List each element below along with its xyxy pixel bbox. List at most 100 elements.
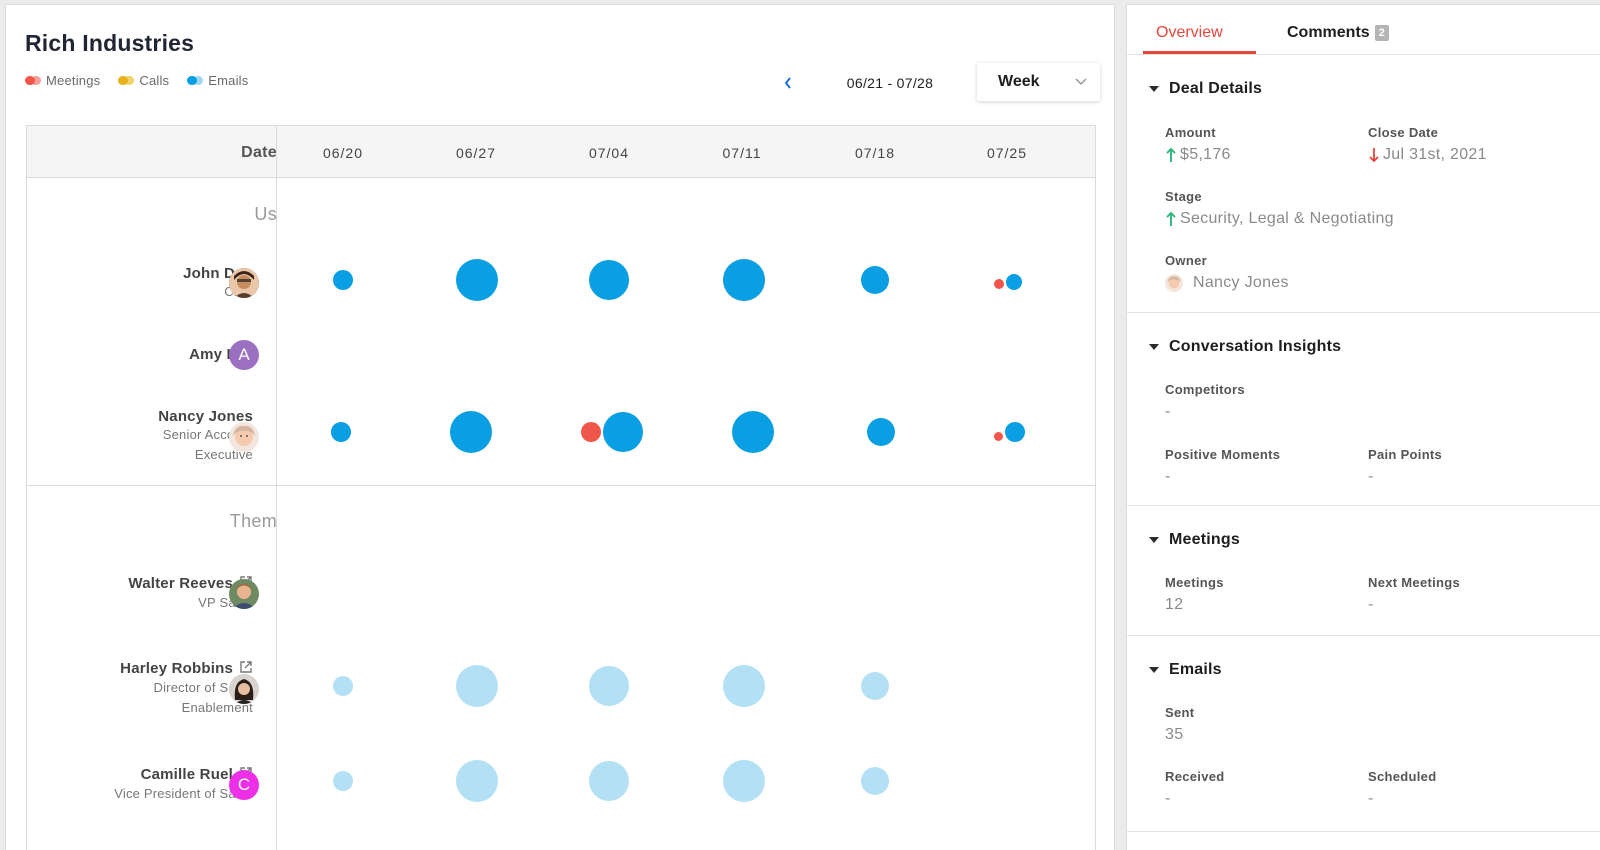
email-activity-dot[interactable] [456,259,498,301]
amount-field: Amount $5,176 [1165,125,1231,164]
arrow-up-icon [1166,211,1176,226]
legend-emails-label: Emails [208,73,249,88]
email-activity-dot[interactable] [603,412,643,452]
tab-comments[interactable]: Comments 2 [1287,24,1389,42]
field-value: 35 [1165,726,1184,743]
field-label: Meetings [1165,575,1224,590]
emails-swatch-icon [187,76,204,85]
email-activity-dot[interactable] [456,760,498,802]
avatar [229,579,259,609]
caret-down-icon [1149,667,1159,673]
field-value: - [1165,790,1171,807]
arrow-up-icon [1166,147,1176,162]
caret-down-icon [1149,344,1159,350]
meeting-activity-dot[interactable] [994,432,1003,441]
field-label: Close Date [1368,125,1439,140]
deal-details-section: Deal Details Amount $5,176 Close Date Ju… [1127,55,1600,313]
person-name: Nancy Jones [158,408,253,425]
meetings-toggle[interactable]: Meetings [1149,531,1240,549]
caret-down-icon [1149,86,1159,92]
week-label: 07/04 [588,145,630,161]
field-label: Pain Points [1368,447,1443,462]
field-label: Next Meetings [1368,575,1461,590]
email-activity-dot[interactable] [589,666,629,706]
chevron-down-icon [1075,78,1087,86]
person-title: Director of Sales [153,680,253,695]
comments-count-badge: 2 [1374,25,1389,41]
field-value: - [1165,468,1171,485]
field-label: Scheduled [1368,769,1437,784]
field-value: Nancy Jones [1165,274,1289,292]
email-activity-dot[interactable] [867,418,895,446]
email-activity-dot[interactable] [1006,274,1022,290]
person-photo-icon [229,422,259,452]
date-range-nav: 06/21 - 07/28 [776,71,1004,95]
tab-comments-label: Comments [1287,24,1370,41]
external-link-icon[interactable] [239,660,253,678]
email-activity-dot[interactable] [333,771,353,791]
timeline-header: Date 06/20 06/27 07/04 07/11 07/18 07/25 [27,126,1095,178]
chevron-left-icon [784,77,791,89]
section-title: Meetings [1169,531,1240,548]
period-select[interactable]: Week [977,63,1100,101]
field-label: Sent [1165,705,1195,720]
date-column-header: Date [241,144,277,161]
field-label: Amount [1165,125,1216,140]
meeting-activity-dot[interactable] [581,422,601,442]
avatar-letter: A [238,345,250,364]
email-activity-dot[interactable] [723,760,765,802]
stage-field: Stage Security, Legal & Negotiating [1165,189,1394,228]
deal-details-toggle[interactable]: Deal Details [1149,80,1262,98]
legend-meetings-label: Meetings [46,73,101,88]
field-label: Stage [1165,189,1202,204]
person-photo-icon [229,674,259,704]
received-field: Received - [1165,769,1225,808]
close-date-field: Close Date Jul 31st, 2021 [1368,125,1487,164]
field-value: Security, Legal & Negotiating [1165,210,1394,228]
email-activity-dot[interactable] [589,761,629,801]
activity-card: Rich Industries Meetings Calls Emails 06… [5,4,1115,850]
person-harley-robbins: Harley Robbins Director of Sales Enablem… [120,660,253,718]
conversation-insights-section: Conversation Insights Competitors - Posi… [1127,313,1600,506]
week-label: 07/18 [854,145,896,161]
field-value: - [1368,596,1374,613]
email-activity-dot[interactable] [333,270,353,290]
email-activity-dot[interactable] [723,259,765,301]
field-value: - [1368,790,1374,807]
email-activity-dot[interactable] [450,411,492,453]
meetings-count-field: Meetings 12 [1165,575,1224,614]
group-label-us: Us [254,204,277,224]
legend-calls: Calls [118,73,169,88]
legend: Meetings Calls Emails [25,73,248,88]
meeting-activity-dot[interactable] [994,279,1004,289]
competitors-field: Competitors - [1165,382,1245,421]
person-title: Vice President of Sales [114,786,253,801]
email-activity-dot[interactable] [723,665,765,707]
email-activity-dot[interactable] [331,422,351,442]
email-activity-dot[interactable] [861,767,889,795]
group-divider [27,485,1095,486]
email-activity-dot[interactable] [1005,422,1025,442]
avatar-letter: C [237,775,251,794]
email-activity-dot[interactable] [861,672,889,700]
legend-calls-label: Calls [139,73,170,88]
section-title: Emails [1169,661,1222,678]
prev-range-button[interactable] [776,71,800,95]
sent-field: Sent 35 [1165,705,1194,744]
emails-toggle[interactable]: Emails [1149,661,1222,679]
stage-value: Security, Legal & Negotiating [1180,210,1394,227]
email-activity-dot[interactable] [456,665,498,707]
email-activity-dot[interactable] [861,266,889,294]
email-activity-dot[interactable] [589,260,629,300]
tab-overview[interactable]: Overview [1156,24,1223,41]
person-photo-icon [1165,274,1183,292]
scheduled-field: Scheduled - [1368,769,1436,808]
period-select-value: Week [998,73,1040,90]
amount-value: $5,176 [1180,146,1231,163]
insights-toggle[interactable]: Conversation Insights [1149,338,1341,356]
avatar [229,268,259,298]
avatar [229,422,259,452]
group-label-them: Them [229,511,277,531]
email-activity-dot[interactable] [732,411,774,453]
email-activity-dot[interactable] [333,676,353,696]
